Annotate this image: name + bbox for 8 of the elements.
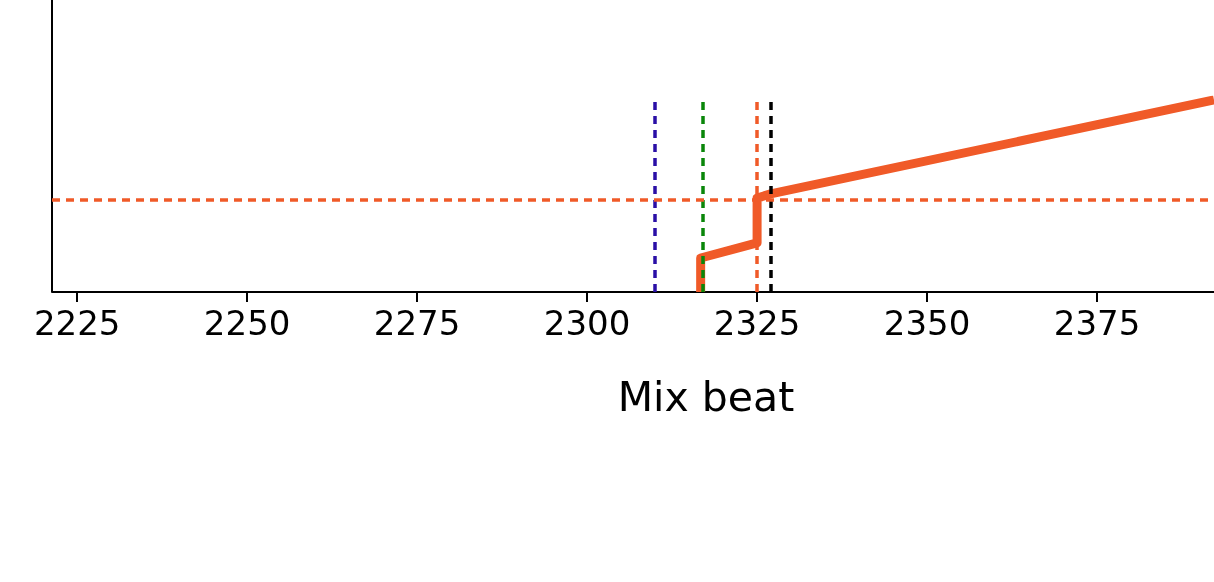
x-axis-title: Mix beat: [617, 372, 795, 421]
x-tick-label: 2225: [33, 303, 121, 343]
x-tick-label: 2325: [713, 303, 801, 343]
x-tick-label: 2350: [883, 303, 971, 343]
x-tick-label: 2300: [543, 303, 631, 343]
x-tick-label: 2275: [373, 303, 461, 343]
x-tick-label: 2250: [203, 303, 291, 343]
x-tick-label: 2375: [1053, 303, 1141, 343]
